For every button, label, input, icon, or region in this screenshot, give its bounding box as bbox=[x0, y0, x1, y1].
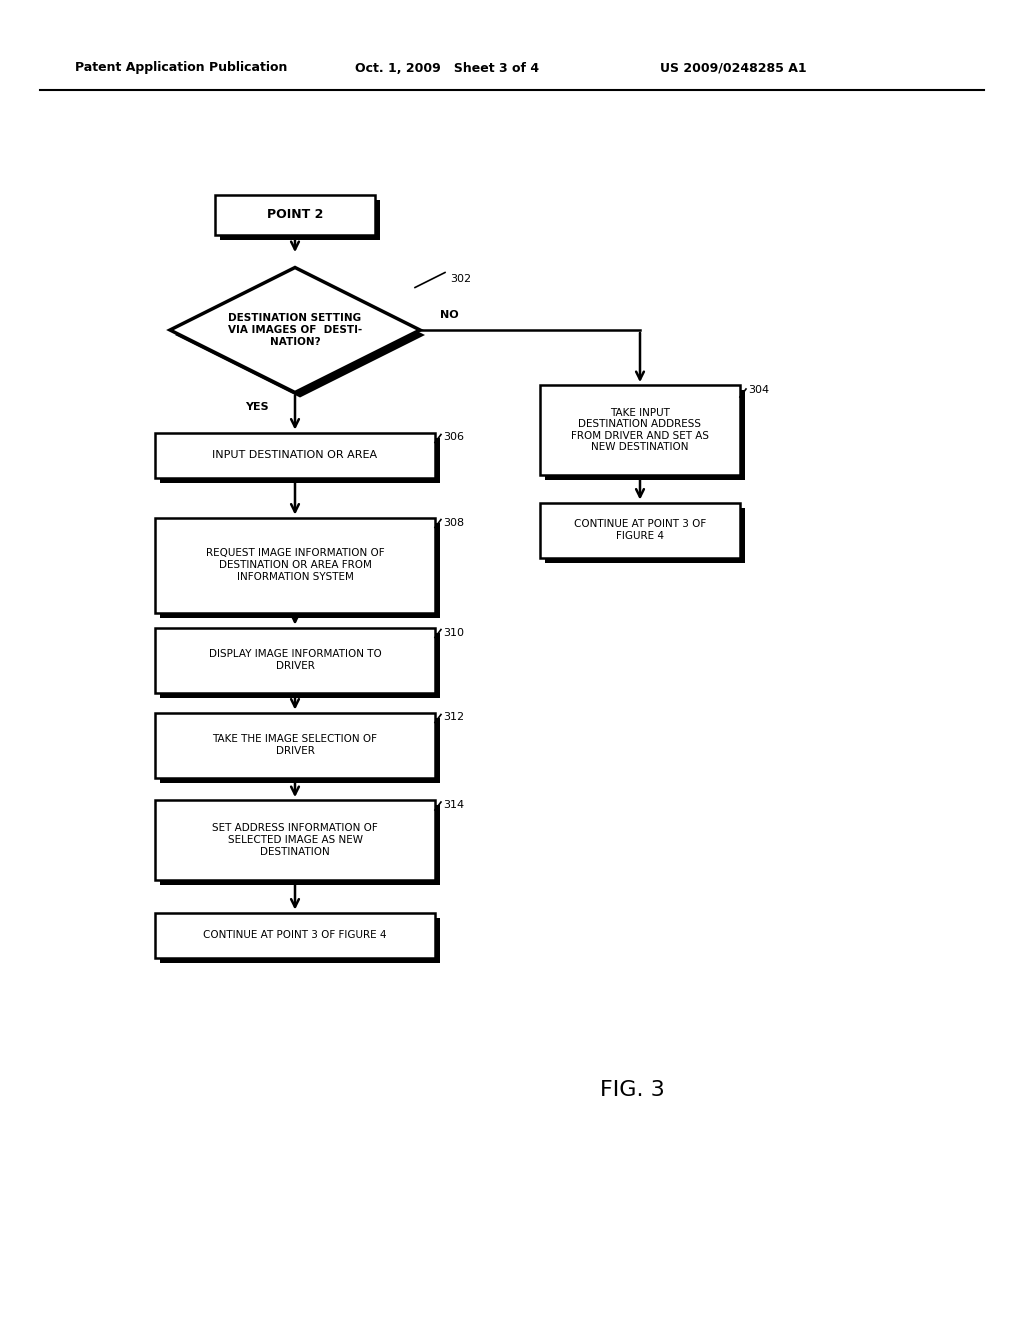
Polygon shape bbox=[160, 917, 440, 962]
Text: POINT 2: POINT 2 bbox=[267, 209, 324, 222]
Text: FIG. 3: FIG. 3 bbox=[600, 1080, 665, 1100]
Text: Patent Application Publication: Patent Application Publication bbox=[75, 62, 288, 74]
Polygon shape bbox=[155, 517, 435, 612]
Text: REQUEST IMAGE INFORMATION OF
DESTINATION OR AREA FROM
INFORMATION SYSTEM: REQUEST IMAGE INFORMATION OF DESTINATION… bbox=[206, 548, 384, 582]
Polygon shape bbox=[545, 389, 745, 480]
Text: NO: NO bbox=[440, 310, 459, 319]
Polygon shape bbox=[160, 718, 440, 783]
Polygon shape bbox=[155, 713, 435, 777]
Text: Oct. 1, 2009   Sheet 3 of 4: Oct. 1, 2009 Sheet 3 of 4 bbox=[355, 62, 539, 74]
Text: 304: 304 bbox=[748, 385, 769, 395]
Text: TAKE THE IMAGE SELECTION OF
DRIVER: TAKE THE IMAGE SELECTION OF DRIVER bbox=[213, 734, 378, 756]
Text: CONTINUE AT POINT 3 OF FIGURE 4: CONTINUE AT POINT 3 OF FIGURE 4 bbox=[203, 931, 387, 940]
Polygon shape bbox=[220, 201, 380, 240]
Polygon shape bbox=[155, 800, 435, 880]
Polygon shape bbox=[545, 507, 745, 562]
Text: 306: 306 bbox=[443, 433, 464, 442]
Polygon shape bbox=[160, 632, 440, 697]
Text: INPUT DESTINATION OR AREA: INPUT DESTINATION OR AREA bbox=[212, 450, 378, 459]
Text: 310: 310 bbox=[443, 627, 464, 638]
Text: DISPLAY IMAGE INFORMATION TO
DRIVER: DISPLAY IMAGE INFORMATION TO DRIVER bbox=[209, 649, 381, 671]
Polygon shape bbox=[160, 437, 440, 483]
Text: US 2009/0248285 A1: US 2009/0248285 A1 bbox=[660, 62, 807, 74]
Text: 308: 308 bbox=[443, 517, 464, 528]
Text: DESTINATION SETTING
VIA IMAGES OF  DESTI-
NATION?: DESTINATION SETTING VIA IMAGES OF DESTI-… bbox=[228, 313, 362, 347]
Text: TAKE INPUT
DESTINATION ADDRESS
FROM DRIVER AND SET AS
NEW DESTINATION: TAKE INPUT DESTINATION ADDRESS FROM DRIV… bbox=[571, 408, 709, 453]
Polygon shape bbox=[215, 195, 375, 235]
Polygon shape bbox=[175, 272, 425, 397]
Polygon shape bbox=[155, 433, 435, 478]
Polygon shape bbox=[170, 268, 420, 392]
Text: YES: YES bbox=[245, 403, 268, 412]
Text: 302: 302 bbox=[450, 275, 471, 285]
Text: CONTINUE AT POINT 3 OF
FIGURE 4: CONTINUE AT POINT 3 OF FIGURE 4 bbox=[573, 519, 707, 541]
Polygon shape bbox=[155, 627, 435, 693]
Polygon shape bbox=[155, 912, 435, 957]
Polygon shape bbox=[160, 805, 440, 884]
Polygon shape bbox=[160, 523, 440, 618]
Text: 314: 314 bbox=[443, 800, 464, 810]
Text: SET ADDRESS INFORMATION OF
SELECTED IMAGE AS NEW
DESTINATION: SET ADDRESS INFORMATION OF SELECTED IMAG… bbox=[212, 824, 378, 857]
Text: 312: 312 bbox=[443, 713, 464, 722]
Polygon shape bbox=[540, 385, 740, 475]
Polygon shape bbox=[540, 503, 740, 557]
